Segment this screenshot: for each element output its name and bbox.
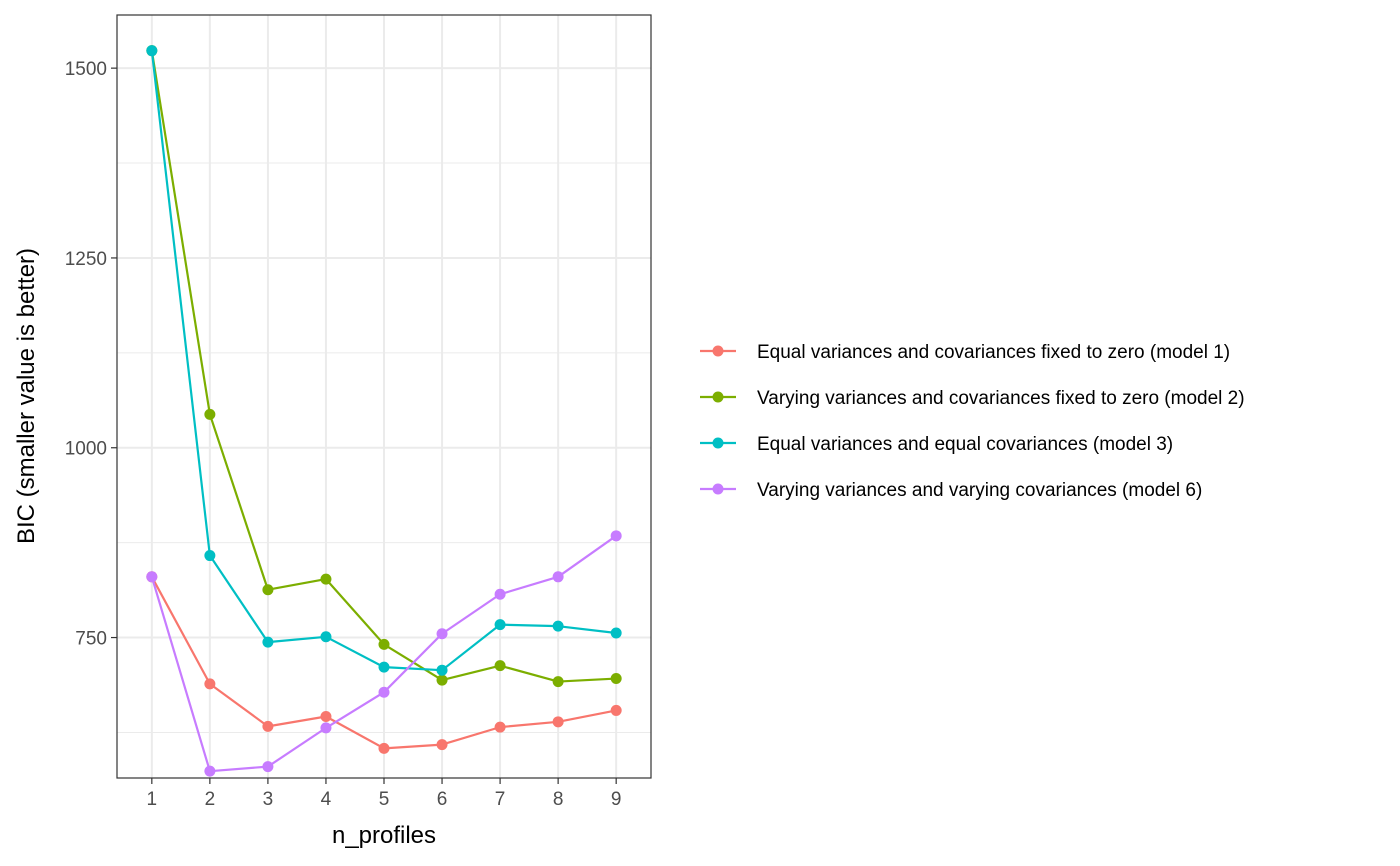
- data-point: [610, 704, 622, 716]
- data-point: [436, 739, 448, 751]
- x-tick-label: 2: [205, 789, 216, 810]
- x-tick-label: 7: [495, 789, 506, 810]
- data-point: [610, 627, 622, 639]
- data-point: [146, 571, 158, 583]
- data-point: [610, 530, 622, 542]
- data-point: [552, 716, 564, 728]
- series-layer: [146, 45, 622, 777]
- legend-key-point: [712, 483, 724, 495]
- series-3: [146, 45, 622, 676]
- y-tick-label: 1500: [65, 59, 107, 80]
- data-point: [552, 676, 564, 688]
- data-point: [494, 660, 506, 672]
- legend-item: Equal variances and covariances fixed to…: [700, 342, 1230, 363]
- legend-key-point: [712, 437, 724, 449]
- data-point: [494, 619, 506, 631]
- legend-item: Equal variances and equal covariances (m…: [700, 434, 1173, 455]
- data-point: [204, 550, 216, 562]
- data-point: [378, 638, 390, 650]
- data-point: [320, 711, 332, 723]
- data-point: [262, 761, 274, 773]
- data-point: [378, 686, 390, 698]
- data-point: [204, 408, 216, 420]
- y-tick-label: 1000: [65, 439, 107, 460]
- series-4: [146, 530, 622, 777]
- data-point: [494, 721, 506, 733]
- data-point: [320, 722, 332, 734]
- legend: Equal variances and covariances fixed to…: [700, 342, 1245, 501]
- x-tick-label: 6: [437, 789, 448, 810]
- legend-key-point: [712, 345, 724, 357]
- y-tick-label: 750: [75, 629, 107, 650]
- legend-key-point: [712, 391, 724, 403]
- legend-item: Varying variances and covariances fixed …: [700, 388, 1245, 409]
- data-point: [204, 765, 216, 777]
- data-point: [320, 631, 332, 643]
- legend-item: Varying variances and varying covariance…: [700, 480, 1202, 501]
- data-point: [436, 628, 448, 640]
- data-point: [262, 720, 274, 732]
- data-point: [552, 620, 564, 632]
- x-tick-label: 8: [553, 789, 564, 810]
- legend-label: Varying variances and varying covariance…: [757, 480, 1202, 501]
- data-point: [262, 636, 274, 648]
- legend-label: Varying variances and covariances fixed …: [757, 388, 1245, 409]
- data-point: [494, 588, 506, 600]
- data-point: [436, 664, 448, 676]
- y-axis-title: BIC (smaller value is better): [13, 248, 40, 544]
- y-tick-label: 1250: [65, 249, 107, 270]
- data-point: [262, 584, 274, 596]
- data-point: [610, 673, 622, 685]
- data-point: [378, 661, 390, 673]
- data-point: [378, 742, 390, 754]
- data-point: [146, 45, 158, 57]
- data-point: [204, 678, 216, 690]
- grid-lines: [117, 15, 651, 778]
- legend-label: Equal variances and equal covariances (m…: [757, 434, 1173, 455]
- data-point: [320, 573, 332, 585]
- data-point: [552, 571, 564, 583]
- x-tick-label: 3: [263, 789, 274, 810]
- legend-label: Equal variances and covariances fixed to…: [757, 342, 1230, 363]
- x-tick-label: 5: [379, 789, 390, 810]
- x-tick-label: 1: [147, 789, 158, 810]
- x-tick-label: 9: [611, 789, 622, 810]
- x-tick-label: 4: [321, 789, 332, 810]
- x-axis-title: n_profiles: [332, 822, 436, 849]
- data-point: [436, 674, 448, 686]
- axes: 750 1000 1250 1500 1 2 3 4 5 6 7 8 9: [65, 59, 622, 810]
